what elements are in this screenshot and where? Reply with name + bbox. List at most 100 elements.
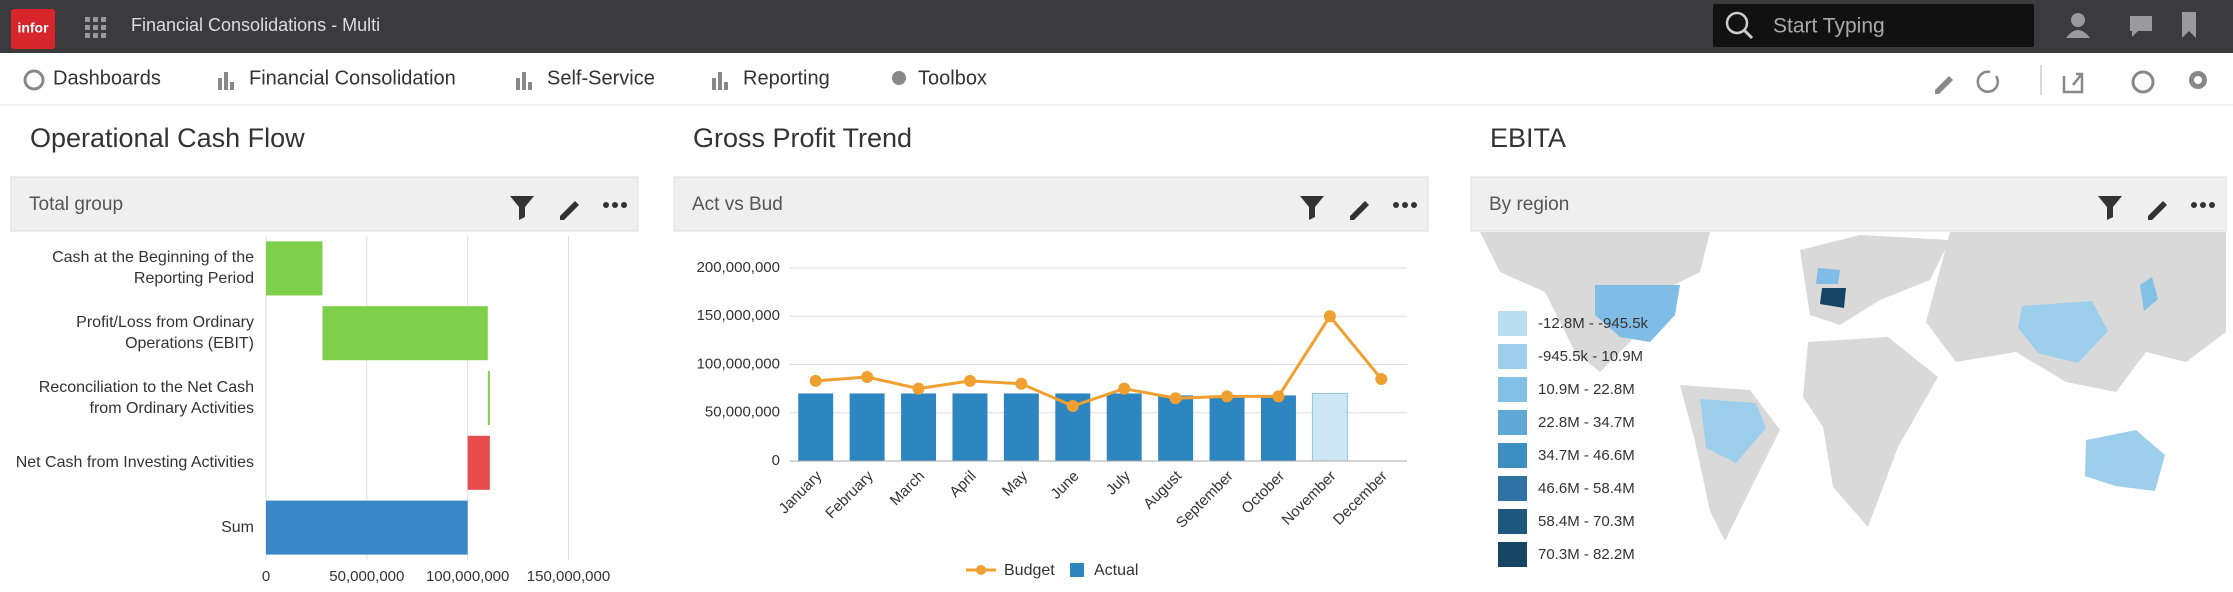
x-tick-label: 0 xyxy=(262,568,270,585)
nav-item[interactable]: Reporting xyxy=(743,67,830,89)
share-icon[interactable] xyxy=(2062,72,2084,94)
bar xyxy=(1106,393,1142,461)
x-tick-label: June xyxy=(1047,468,1082,503)
y-tick-label-box: Cash at the Beginning of the Reporting P… xyxy=(52,249,254,288)
y-tick-label: Cash at the Beginning of the Reporting P… xyxy=(52,249,254,288)
legend-label: 58.4M - 70.3M xyxy=(1538,513,1635,530)
dashboard-icon[interactable] xyxy=(2131,70,2155,94)
bar xyxy=(1209,395,1245,461)
logo: infor xyxy=(17,20,49,36)
bar xyxy=(1260,395,1296,461)
x-tick-label: 100,000,000 xyxy=(426,568,509,585)
more-icon[interactable] xyxy=(2200,202,2206,208)
bookmark-icon[interactable] xyxy=(2182,12,2196,38)
more-icon[interactable] xyxy=(1411,202,1417,208)
legend-label[interactable]: Actual xyxy=(1094,562,1138,579)
point xyxy=(963,374,976,387)
nav-icon xyxy=(712,78,716,90)
more-icon[interactable] xyxy=(2209,202,2215,208)
panel-title: Gross Profit Trend xyxy=(693,123,912,153)
edit-icon[interactable] xyxy=(560,201,579,220)
cash-flow-chart: 0 50,000,000 100,000,000 150,000,000 Cash at… xyxy=(16,236,610,585)
filter-icon[interactable] xyxy=(2098,196,2122,220)
panel-subtitle: Act vs Bud xyxy=(692,194,783,215)
search-box[interactable] xyxy=(1713,4,2034,47)
nav-item[interactable]: Toolbox xyxy=(918,67,987,89)
x-tick-label: November xyxy=(1279,468,1340,529)
chat-icon[interactable] xyxy=(2130,16,2152,37)
refresh-icon[interactable] xyxy=(1976,70,2000,93)
legend-swatch xyxy=(1498,311,1527,336)
nav-item[interactable]: Self-Service xyxy=(547,67,655,89)
legend-marker xyxy=(1070,563,1084,577)
app-title: Financial Consolidations - Multi xyxy=(131,15,380,35)
legend-label: 70.3M - 82.2M xyxy=(1538,546,1635,563)
legend-swatch xyxy=(1498,377,1527,402)
user-icon[interactable] xyxy=(2066,13,2090,38)
x-tick-label: December xyxy=(1330,468,1391,529)
line xyxy=(815,313,1383,408)
logo-box[interactable] xyxy=(11,9,55,49)
x-tick-label: August xyxy=(1140,467,1186,513)
legend-swatch xyxy=(1498,443,1527,468)
bar xyxy=(487,371,490,425)
x-tick-label: February xyxy=(822,467,877,522)
panel-title: Operational Cash Flow xyxy=(30,123,305,153)
world-map xyxy=(1480,232,2226,541)
filter-icon[interactable] xyxy=(1300,196,1324,220)
legend-label[interactable]: Budget xyxy=(1004,562,1055,579)
edit-icon[interactable] xyxy=(1350,201,1369,220)
bar xyxy=(952,393,988,461)
nav-item[interactable]: Financial Consolidation xyxy=(249,67,456,89)
panels: Operational Cash Flow Total group Gross Pr… xyxy=(10,123,2227,232)
y-tick-label: Reconciliation to the Net Cash from Ordi… xyxy=(38,379,254,417)
panel-header xyxy=(673,176,1429,232)
y-tick-label-box: Sum xyxy=(221,519,254,536)
map-legend: -12.8M - -945.5k -945.5k - 10.9M 10.9M - 2… xyxy=(1498,311,1649,567)
legend-label: -945.5k - 10.9M xyxy=(1538,348,1643,365)
legend-label: -12.8M - -945.5k xyxy=(1538,315,1649,332)
point xyxy=(912,382,925,395)
point xyxy=(1015,377,1028,390)
panel-subtitle: Total group xyxy=(29,194,123,215)
y-tick-label: 200,000,000 xyxy=(697,259,780,276)
more-icon[interactable] xyxy=(612,202,618,208)
legend-label: 46.6M - 58.4M xyxy=(1538,480,1635,497)
nav-icon xyxy=(724,82,728,90)
toolbar-icons xyxy=(1935,65,2207,95)
search-icon-handle xyxy=(1742,28,1754,40)
bar xyxy=(266,241,323,296)
point xyxy=(1221,390,1234,403)
nav-icon xyxy=(516,78,520,90)
x-tick-label: October xyxy=(1238,468,1288,518)
edit-icon[interactable] xyxy=(1935,76,1953,94)
legend-swatch xyxy=(1498,542,1527,567)
nav-item[interactable]: Dashboards xyxy=(53,67,161,89)
nav-icon xyxy=(528,82,532,90)
x-tick-label: July xyxy=(1103,467,1134,498)
bar xyxy=(798,393,834,461)
nav-icon xyxy=(23,69,45,91)
nav-icon xyxy=(522,72,526,90)
filter-icon[interactable] xyxy=(510,196,534,220)
x-tick-label: March xyxy=(887,468,928,509)
point xyxy=(809,374,822,387)
panel-header xyxy=(10,176,639,232)
y-tick-label-box: Profit/Loss from Ordinary Operations (EB… xyxy=(76,314,254,353)
nav-icon xyxy=(892,71,906,85)
more-icon[interactable] xyxy=(1393,202,1399,208)
point xyxy=(1169,392,1182,405)
y-tick-label-box: Reconciliation to the Net Cash from Ordi… xyxy=(38,379,254,417)
point xyxy=(1323,310,1336,323)
point xyxy=(1375,372,1388,385)
more-icon[interactable] xyxy=(621,202,627,208)
y-tick-label: 100,000,000 xyxy=(697,355,780,372)
more-icon[interactable] xyxy=(603,202,609,208)
more-icon[interactable] xyxy=(1402,202,1408,208)
app-menu-icon[interactable] xyxy=(85,17,106,38)
x-tick-label: 50,000,000 xyxy=(329,568,404,585)
y-tick-label: Profit/Loss from Ordinary Operations (EB… xyxy=(76,314,254,353)
more-icon[interactable] xyxy=(2191,202,2197,208)
edit-icon[interactable] xyxy=(2148,201,2167,220)
